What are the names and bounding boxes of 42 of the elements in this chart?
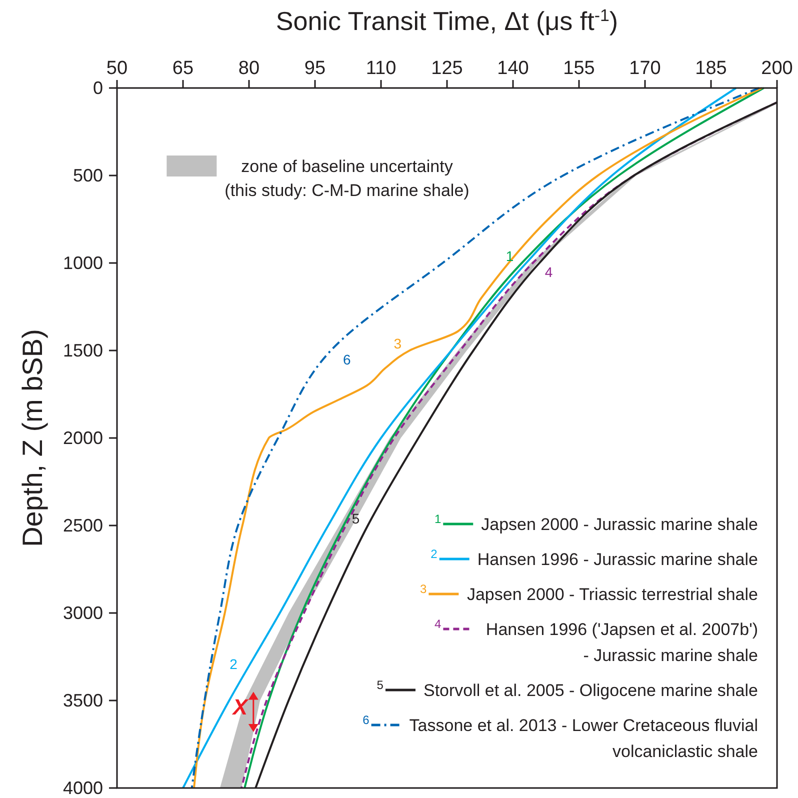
x-tick-label: 110 — [366, 58, 396, 79]
x-tick-label: 125 — [431, 58, 463, 79]
y-axis-title: Depth, Z (m bSB) — [17, 329, 48, 547]
annotation: 2 — [230, 656, 238, 672]
text: 5 — [376, 678, 384, 692]
x-tick-label: 95 — [304, 58, 326, 79]
text: 2 — [430, 547, 438, 561]
annotation: 5 — [352, 510, 360, 526]
annotation: X — [230, 694, 249, 720]
x-tick-label: 200 — [761, 58, 793, 79]
annotation: 3 — [394, 336, 402, 352]
y-tick-label: 4000 — [62, 778, 103, 798]
x-tick-label: 170 — [629, 58, 661, 79]
x-axis-title: Sonic Transit Time, Δt (μs ft$^{-1}$) — [276, 6, 618, 36]
legend-label: Hansen 1996 ('Japsen et al. 2007b') - Jurassic marine shale — [486, 620, 758, 665]
y-tick-label: 1500 — [62, 340, 103, 360]
annotation: 4 — [544, 264, 553, 280]
x-tick-label: 155 — [563, 58, 595, 79]
y-tick-label: 0 — [92, 78, 103, 98]
y-tick-label: 2500 — [62, 516, 103, 536]
x-tick-label: 185 — [695, 58, 727, 79]
x-tick-label: 65 — [172, 58, 194, 79]
text: 1 — [434, 512, 442, 526]
y-tick-label: 2000 — [62, 428, 103, 448]
text: 4 — [434, 617, 442, 631]
y-tick-label: 500 — [72, 166, 103, 186]
annotation: 1 — [506, 248, 514, 264]
x-tick-label: 80 — [238, 58, 260, 79]
legend-label: Tassone et al. 2013 - Lower Cretaceous fluvial volcaniclastic shale — [409, 716, 758, 761]
legend-label: Japsen 2000 - Jurassic marine shale — [481, 515, 758, 534]
x-tick-label: 50 — [106, 58, 128, 79]
legend-label: Storvoll et al. 2005 - Oligocene marine shale — [423, 681, 758, 700]
annotation: 6 — [342, 352, 351, 368]
text: 6 — [362, 713, 370, 727]
legend-label: zone of baseline uncertainty (this study: C-M-D marine shale) — [224, 157, 470, 200]
y-tick-label: 3500 — [62, 690, 103, 710]
legend-label: Hansen 1996 - Jurassic marine shale — [477, 550, 758, 569]
y-tick-label: 1000 — [62, 253, 103, 273]
legend-label: Japsen 2000 - Triassic terrestrial shale — [466, 585, 758, 604]
x-tick-label: 140 — [497, 58, 529, 79]
y-tick-label: 3000 — [62, 603, 103, 623]
text: 3 — [420, 582, 427, 596]
